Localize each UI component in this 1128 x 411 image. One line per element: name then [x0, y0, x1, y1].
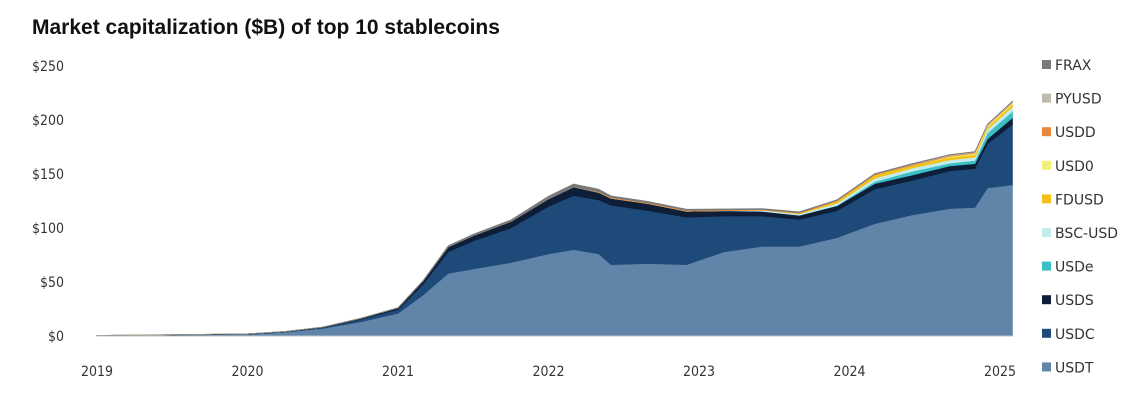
legend-item-usds: USDS	[1042, 293, 1094, 309]
y-tick-label: $250	[32, 59, 64, 75]
legend-swatch	[1042, 362, 1051, 372]
x-tick-label: 2025	[984, 364, 1016, 380]
legend: FRAX PYUSD USDD USD0 FDUSD BSC-USD USDe USDS USD…	[1042, 58, 1118, 376]
legend-label: BSC-USD	[1055, 226, 1118, 242]
legend-item-pyusd: PYUSD	[1042, 92, 1102, 108]
y-tick-label: $150	[32, 167, 64, 183]
y-tick-label: $200	[32, 113, 64, 129]
legend-label: USDe	[1055, 260, 1094, 276]
legend-label: USDD	[1055, 125, 1096, 141]
legend-item-usd0: USD0	[1042, 159, 1094, 175]
x-tick-label: 2021	[382, 364, 414, 380]
legend-item-usdt: USDT	[1042, 360, 1094, 376]
legend-swatch	[1042, 261, 1051, 271]
y-tick-label: $100	[32, 221, 64, 237]
x-tick-label: 2024	[833, 364, 865, 380]
x-tick-label: 2019	[81, 364, 113, 380]
legend-label: USDT	[1055, 360, 1094, 376]
y-tick-label: $50	[40, 275, 64, 291]
legend-item-bsc-usd: BSC-USD	[1042, 226, 1118, 242]
legend-item-frax: FRAX	[1042, 58, 1092, 74]
x-tick-label: 2023	[683, 364, 715, 380]
legend-swatch	[1042, 60, 1051, 69]
legend-label: USDC	[1055, 327, 1095, 343]
legend-swatch	[1042, 194, 1051, 204]
legend-label: FDUSD	[1055, 192, 1104, 208]
legend-swatch	[1042, 328, 1051, 338]
x-tick-label: 2022	[532, 364, 564, 380]
legend-item-usdd: USDD	[1042, 125, 1096, 141]
legend-swatch	[1042, 295, 1051, 305]
legend-swatch	[1042, 160, 1051, 170]
x-axis: 2019 2020 2021 2022 2023 2024 2025	[81, 364, 1016, 380]
legend-item-usde: USDe	[1042, 260, 1094, 276]
legend-swatch	[1042, 228, 1051, 237]
legend-label: FRAX	[1055, 58, 1092, 74]
plot-areas	[96, 100, 1013, 337]
y-tick-label: $0	[48, 329, 64, 345]
legend-label: USD0	[1055, 159, 1094, 175]
chart-title: Market capitalization ($B) of top 10 sta…	[32, 16, 500, 39]
legend-swatch	[1042, 127, 1051, 137]
legend-label: PYUSD	[1055, 92, 1102, 108]
legend-swatch	[1042, 93, 1051, 103]
y-axis: $0 $50 $100 $150 $200 $250	[32, 59, 64, 345]
legend-item-fdusd: FDUSD	[1042, 192, 1104, 208]
legend-item-usdc: USDC	[1042, 327, 1095, 343]
x-tick-label: 2020	[231, 364, 263, 380]
area-frax	[96, 100, 1013, 336]
legend-label: USDS	[1055, 293, 1094, 309]
